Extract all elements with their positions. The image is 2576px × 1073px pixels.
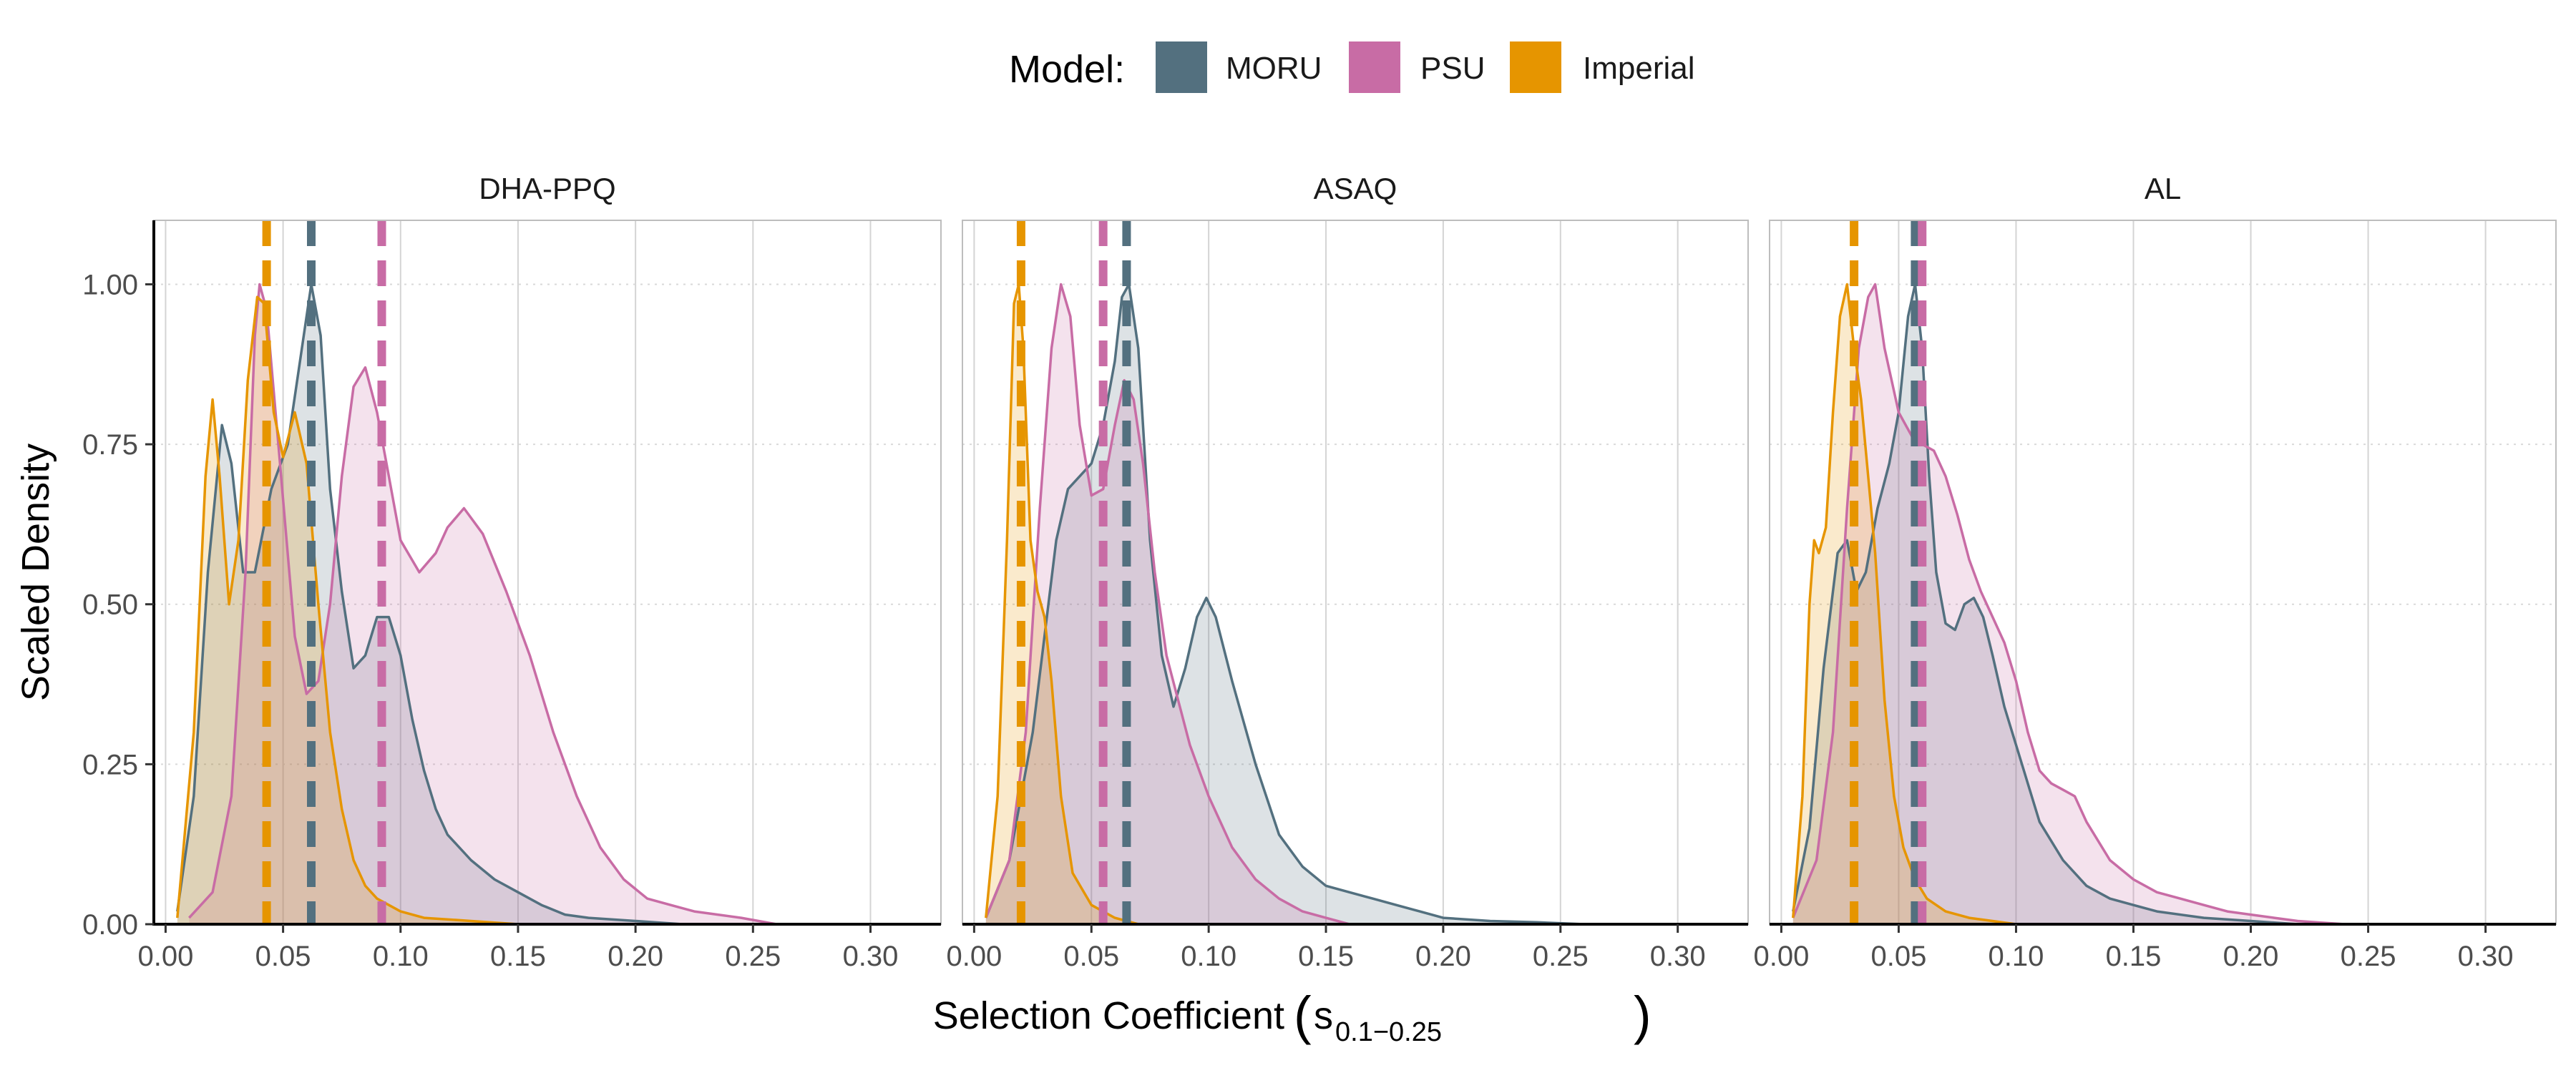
- legend-swatch-moru: [1156, 41, 1207, 93]
- x-tick-label: 0.25: [2341, 941, 2396, 972]
- x-axis-title-main: Selection Coefficient: [933, 994, 1284, 1037]
- legend-swatch-psu: [1349, 41, 1400, 93]
- x-tick-label: 0.15: [490, 941, 546, 972]
- legend-swatch-imperial: [1510, 41, 1561, 93]
- y-tick-label: 0.50: [82, 589, 138, 621]
- y-tick-label: 0.25: [82, 749, 138, 780]
- panel-asaq: ASAQ 0.00 0.05 0.10 0.15 0.20 0.25 0.30: [946, 172, 1749, 972]
- density-line-psu: [985, 283, 1350, 926]
- density-area-moru: [985, 284, 1584, 924]
- legend: Model: MORU PSU Imperial: [1009, 41, 1695, 93]
- x-axis-title-var: s: [1314, 994, 1333, 1037]
- x-tick-label: 0.30: [843, 941, 899, 972]
- density-area-psu: [985, 284, 1350, 924]
- x-axis-title-subscript: 0.1−0.25: [1335, 1017, 1442, 1047]
- y-tick-label: 0.75: [82, 429, 138, 461]
- panel-al: AL 0.00 0.05 0.10 0.15 0.20 0.25 0.30: [1753, 172, 2557, 972]
- density-area-psu: [1792, 284, 2345, 924]
- density-line-imperial: [1792, 283, 2016, 926]
- y-tick-label: 0.00: [82, 909, 138, 941]
- density-line-moru: [1792, 283, 2298, 926]
- legend-label-moru: MORU: [1226, 51, 1322, 86]
- x-tick-label: 0.10: [1181, 941, 1236, 972]
- x-tick-label: 0.15: [2106, 941, 2162, 972]
- density-line-psu: [1792, 283, 2345, 926]
- x-tick-label: 0.05: [1063, 941, 1119, 972]
- x-tick-label: 0.05: [255, 941, 311, 972]
- density-line-imperial: [985, 283, 1139, 926]
- legend-label-psu: PSU: [1420, 51, 1485, 86]
- legend-label-imperial: Imperial: [1583, 51, 1695, 86]
- density-area-moru: [177, 284, 683, 924]
- x-tick-label: 0.00: [137, 941, 193, 972]
- x-tick-label: 0.10: [1989, 941, 2044, 972]
- density-area-imperial: [177, 297, 519, 924]
- panel-title: AL: [2145, 172, 2181, 205]
- density-line-imperial: [176, 295, 519, 926]
- x-axis-title-paren-close: ): [1634, 986, 1652, 1045]
- panel-dha-ppq: DHA-PPQ 0.00 0.05 0.10 0.15 0.20 0.25 0.30 0.00 0…: [82, 172, 942, 972]
- x-tick-label: 0.20: [608, 941, 663, 972]
- panel-title: DHA-PPQ: [479, 172, 615, 205]
- x-axis-title: Selection Coefficient ( s 0.1−0.25 ): [933, 986, 1652, 1047]
- density-area-imperial: [1792, 284, 2016, 924]
- x-tick-label: 0.30: [1650, 941, 1706, 972]
- y-tick-label: 1.00: [82, 269, 138, 300]
- density-line-moru: [176, 283, 683, 926]
- x-axis-title-paren-open: (: [1294, 986, 1312, 1045]
- x-tick-label: 0.05: [1871, 941, 1927, 972]
- x-tick-label: 0.30: [2458, 941, 2514, 972]
- panel-title: ASAQ: [1314, 172, 1397, 205]
- x-tick-label: 0.00: [946, 941, 1002, 972]
- x-tick-label: 0.20: [2223, 941, 2279, 972]
- x-tick-label: 0.10: [373, 941, 429, 972]
- legend-title: Model:: [1009, 48, 1125, 91]
- x-tick-label: 0.00: [1753, 941, 1809, 972]
- x-tick-label: 0.25: [725, 941, 781, 972]
- density-line-moru: [985, 283, 1584, 926]
- x-tick-label: 0.20: [1415, 941, 1471, 972]
- y-axis-title: Scaled Density: [14, 444, 57, 701]
- x-tick-label: 0.25: [1533, 941, 1589, 972]
- x-tick-label: 0.15: [1298, 941, 1354, 972]
